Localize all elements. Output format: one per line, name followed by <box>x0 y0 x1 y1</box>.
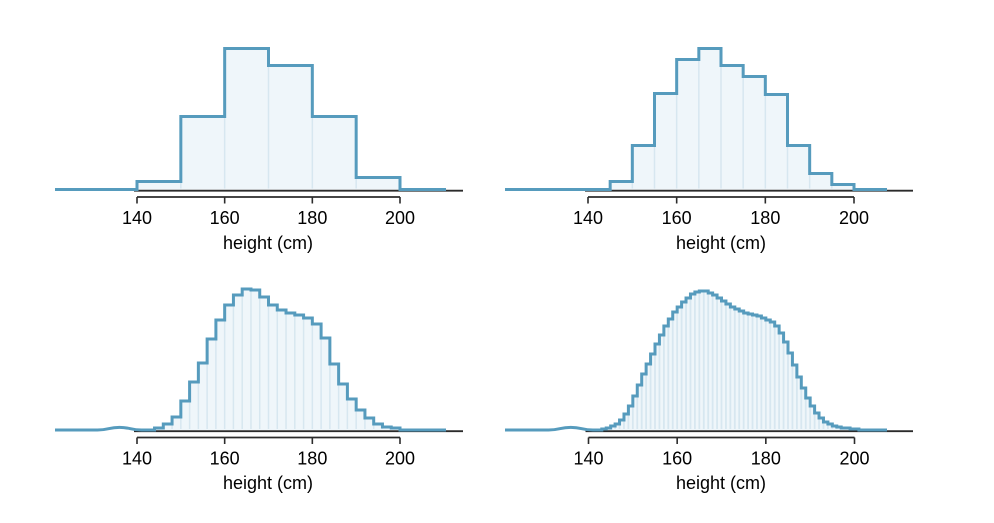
x-tick-label-160: 160 <box>662 208 692 228</box>
x-tick-label-180: 180 <box>297 449 327 469</box>
density-outline <box>55 287 446 432</box>
x-axis-title: height (cm) <box>675 233 767 253</box>
x-tick-label-200: 200 <box>385 449 415 469</box>
histogram-plot-bin-width-1: 140 160 180 200 <box>505 289 913 469</box>
x-tick-label-180: 180 <box>750 208 780 228</box>
density-outline <box>505 47 887 191</box>
x-tick-label-160: 160 <box>210 208 240 228</box>
x-tick-label-200: 200 <box>839 208 869 228</box>
x-tick-label-200: 200 <box>839 449 869 469</box>
histogram-panel-bin-width-5: 140 160 180 200 height (cm) <box>497 0 994 261</box>
x-tick-label-200: 200 <box>385 208 415 228</box>
x-axis-title: height (cm) <box>675 473 767 493</box>
x-tick-label-140: 140 <box>573 449 603 469</box>
x-tick-label-180: 180 <box>297 208 327 228</box>
histogram-plot-bin-width-5: 140 160 180 200 <box>505 47 913 228</box>
histogram-panel-bin-width-1: 140 160 180 200 height (cm) <box>497 261 994 523</box>
histogram-panel-bin-width-10: 140 160 180 200 height (cm) <box>0 0 497 261</box>
density-outline <box>55 47 446 191</box>
x-axis-title: height (cm) <box>222 473 314 493</box>
histogram-panel-bin-width-2: 140 160 180 200 height (cm) <box>0 261 497 523</box>
histogram-plot-bin-width-2: 140 160 180 200 <box>55 287 463 469</box>
x-axis-title: height (cm) <box>222 233 314 253</box>
histogram-plot-bin-width-10: 140 160 180 200 <box>55 47 463 228</box>
x-tick-label-140: 140 <box>573 208 603 228</box>
x-tick-label-180: 180 <box>751 449 781 469</box>
x-tick-label-160: 160 <box>210 449 240 469</box>
x-tick-label-140: 140 <box>122 208 152 228</box>
x-tick-label-160: 160 <box>662 449 692 469</box>
density-outline <box>505 289 887 432</box>
x-tick-label-140: 140 <box>122 449 152 469</box>
